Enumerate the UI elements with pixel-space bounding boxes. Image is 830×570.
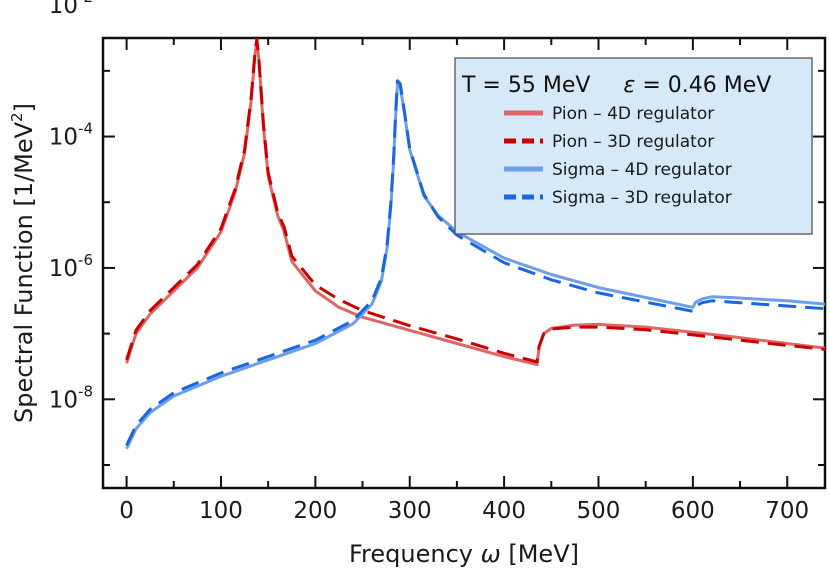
y-tick-exponent: -6 — [78, 251, 93, 269]
series-line-3 — [125, 82, 825, 450]
x-axis-title: Frequency ω [MeV] — [349, 540, 579, 568]
plot-frame — [101, 36, 827, 490]
legend: T = 55 MeV ε = 0.46 MeV Pion – 4D regula… — [454, 57, 813, 235]
x-tick-label: 300 — [388, 498, 432, 524]
y-tick-base: 10 — [49, 387, 78, 413]
legend-header: T = 55 MeV ε = 0.46 MeV — [461, 73, 771, 98]
y-ticks — [103, 69, 825, 467]
y-axis-title-main: Spectral Function [1/MeV — [10, 121, 38, 423]
x-tick-label: 100 — [199, 498, 243, 524]
x-tick-label: 500 — [577, 498, 621, 524]
x-axis-title-main: Frequency — [349, 540, 481, 568]
x-tick-label: 200 — [293, 498, 337, 524]
y-tick-labels: 10-810-610-410-2 — [49, 0, 93, 413]
y-tick-base: 10 — [49, 125, 78, 151]
y-tick-label: 10-6 — [49, 251, 93, 282]
y-axis-title-sup: 2 — [8, 112, 26, 122]
y-tick-base: 10 — [49, 256, 78, 282]
legend-box — [454, 57, 813, 235]
y-axis-title: Spectral Function [1/MeV2] — [8, 103, 38, 423]
y-tick-exponent: -4 — [78, 120, 93, 138]
y-tick-exponent: -8 — [78, 382, 93, 400]
y-tick-exponent: -2 — [78, 0, 93, 6]
series-line-1 — [125, 39, 825, 366]
y-axis-title-close: ] — [10, 103, 38, 112]
x-axis-title-symbol: ω — [481, 540, 501, 568]
legend-entries: Pion – 4D regulator Pion – 3D regulator Si… — [504, 104, 732, 208]
x-tick-label: 0 — [119, 498, 134, 524]
legend-label: Sigma – 3D regulator — [552, 188, 732, 208]
x-tick-label: 600 — [671, 498, 715, 524]
x-tick-labels: 0 100 200 300 400 500 600 700 — [119, 498, 809, 524]
y-tick-label: 10-4 — [49, 120, 93, 151]
legend-label: Pion – 4D regulator — [552, 104, 714, 124]
legend-label: Pion – 3D regulator — [552, 132, 714, 152]
x-tick-label: 400 — [482, 498, 526, 524]
legend-epsilon-symbol: ε — [623, 73, 635, 98]
legend-temperature: T = 55 MeV — [461, 73, 590, 98]
x-tick-label: 700 — [765, 498, 809, 524]
x-ticks — [125, 38, 789, 488]
y-tick-base: 10 — [49, 0, 78, 19]
legend-epsilon-value: = 0.46 MeV — [642, 73, 771, 98]
series-line-2 — [125, 38, 825, 364]
legend-label: Sigma – 4D regulator — [552, 160, 732, 180]
y-tick-label: 10-2 — [49, 0, 93, 19]
x-axis-title-unit: [MeV] — [501, 540, 579, 568]
series-layer — [125, 38, 825, 450]
y-tick-label: 10-8 — [49, 382, 93, 413]
